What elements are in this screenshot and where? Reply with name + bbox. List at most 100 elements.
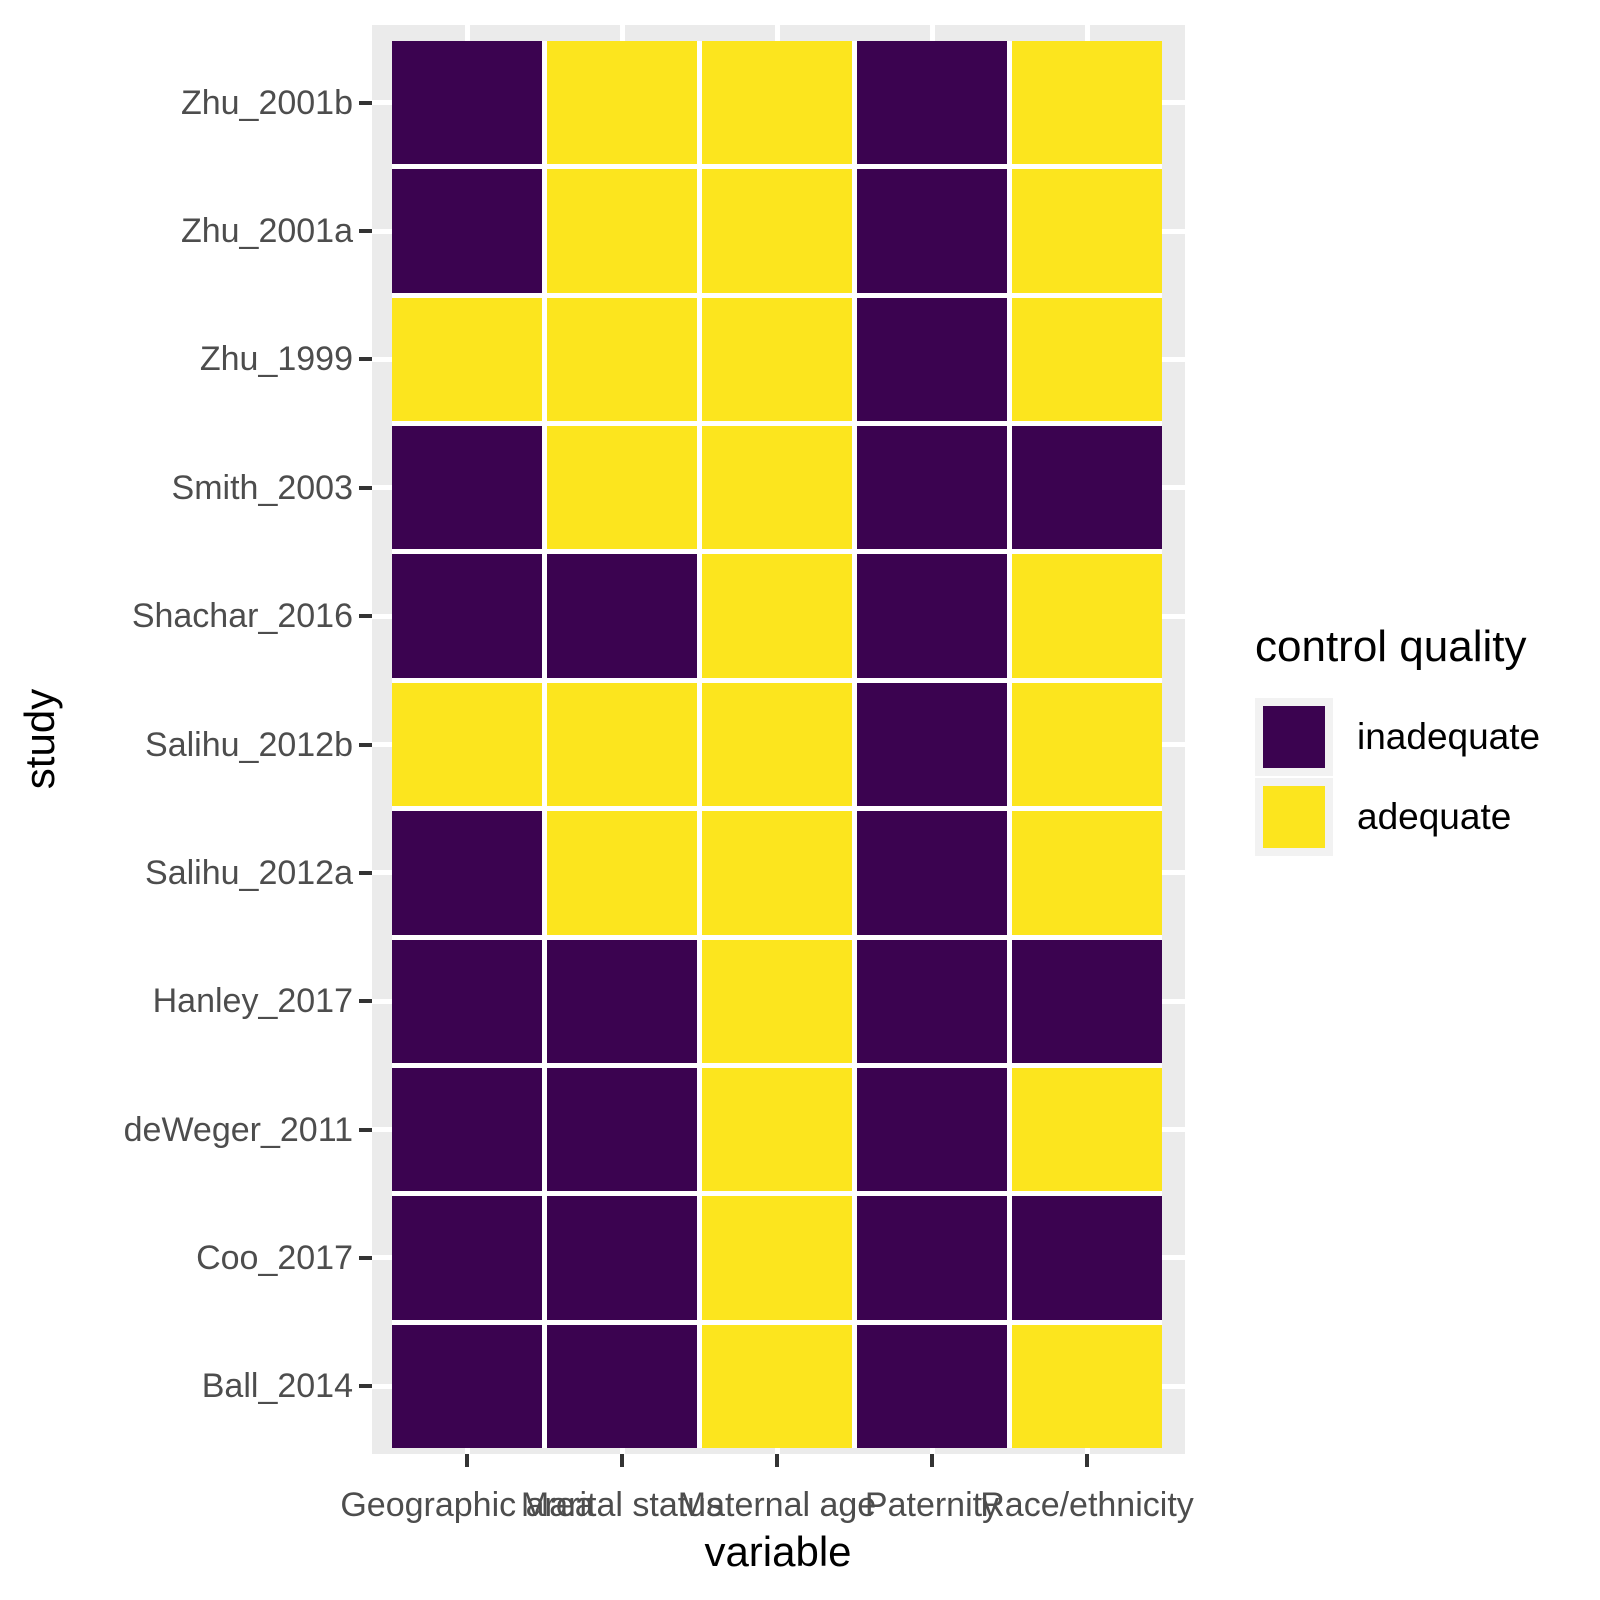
heatmap-cell-Coo_2017-Paternity [857, 1196, 1007, 1320]
y-axis-label-Shachar_2016: Shachar_2016 [131, 597, 353, 636]
y-tick [359, 357, 372, 362]
y-tick [359, 100, 372, 105]
heatmap-cell-Zhu_1999-Geographic area [392, 297, 542, 422]
y-axis-label-Ball_2014: Ball_2014 [201, 1367, 353, 1406]
heatmap-cell-deWeger_2011-Race/ethnicity [1012, 1067, 1162, 1192]
x-axis-label-Race/ethnicity: Race/ethnicity [980, 1486, 1194, 1524]
y-tick [359, 742, 372, 747]
heatmap-cell-Salihu_2012a-Paternity [857, 811, 1007, 935]
x-tick [620, 1454, 624, 1467]
heatmap-cell-Smith_2003-Maternal age [702, 426, 852, 550]
x-axis-label-Geographic area: Geographic area [340, 1486, 594, 1524]
x-tick [775, 1454, 779, 1467]
y-tick [359, 1384, 372, 1389]
y-axis-label-Zhu_2001a: Zhu_2001a [180, 212, 353, 251]
x-axis-title: variable [704, 1528, 852, 1575]
y-axis-label-Salihu_2012b: Salihu_2012b [145, 725, 353, 764]
heatmap-cell-Zhu_2001b-Geographic area [392, 41, 542, 165]
heatmap-cell-Salihu_2012b-Paternity [857, 682, 1007, 807]
y-axis-label-Salihu_2012a: Salihu_2012a [145, 853, 353, 892]
legend-key [1255, 778, 1333, 856]
x-axis-label-Maternal age: Maternal age [677, 1486, 877, 1524]
legend-swatch-inadequate [1263, 706, 1325, 768]
legend-title: control quality [1255, 622, 1527, 671]
heatmap-cell-Smith_2003-Race/ethnicity [1012, 426, 1162, 550]
heatmap-cell-Salihu_2012b-Race/ethnicity [1012, 682, 1162, 807]
heatmap-cell-Shachar_2016-Marital status [547, 554, 697, 678]
heatmap-cell-Zhu_2001a-Maternal age [702, 169, 852, 293]
heatmap-cell-Zhu_2001a-Paternity [857, 169, 1007, 293]
heatmap-cell-Hanley_2017-Marital status [547, 939, 697, 1063]
y-axis-label-Smith_2003: Smith_2003 [171, 468, 353, 507]
heatmap-grid [392, 41, 1162, 1448]
heatmap-cell-Zhu_1999-Race/ethnicity [1012, 297, 1162, 422]
heatmap-cell-Hanley_2017-Paternity [857, 939, 1007, 1063]
y-tick [359, 999, 372, 1004]
heatmap-cell-Salihu_2012a-Marital status [547, 811, 697, 935]
y-tick [359, 1255, 372, 1260]
heatmap-cell-Ball_2014-Marital status [547, 1324, 697, 1448]
heatmap-cell-Zhu_2001a-Geographic area [392, 169, 542, 293]
legend-entry-inadequate: inadequate [1255, 698, 1540, 776]
heatmap-cell-Shachar_2016-Paternity [857, 554, 1007, 678]
heatmap-cell-Coo_2017-Geographic area [392, 1196, 542, 1320]
y-tick [359, 614, 372, 619]
heatmap-cell-deWeger_2011-Paternity [857, 1067, 1007, 1192]
heatmap-cell-Zhu_2001a-Race/ethnicity [1012, 169, 1162, 293]
heatmap-cell-Salihu_2012b-Geographic area [392, 682, 542, 807]
y-axis-label-deWeger_2011: deWeger_2011 [123, 1110, 353, 1149]
heatmap-cell-Zhu_2001b-Maternal age [702, 41, 852, 165]
heatmap-cell-Zhu_2001b-Race/ethnicity [1012, 41, 1162, 165]
heatmap-cell-Salihu_2012b-Marital status [547, 682, 697, 807]
heatmap-cell-Salihu_2012a-Maternal age [702, 811, 852, 935]
heatmap-cell-Ball_2014-Race/ethnicity [1012, 1324, 1162, 1448]
heatmap-cell-Ball_2014-Maternal age [702, 1324, 852, 1448]
legend-entries: inadequate adequate [1255, 698, 1540, 856]
heatmap-cell-Shachar_2016-Geographic area [392, 554, 542, 678]
heatmap-cell-Zhu_1999-Paternity [857, 297, 1007, 422]
y-tick [359, 1127, 372, 1132]
heatmap-cell-Zhu_2001a-Marital status [547, 169, 697, 293]
x-tick [930, 1454, 934, 1467]
y-axis-label-Zhu_2001b: Zhu_2001b [180, 83, 353, 122]
heatmap-cell-deWeger_2011-Marital status [547, 1067, 697, 1192]
heatmap-cell-Zhu_1999-Marital status [547, 297, 697, 422]
legend-entry-adequate: adequate [1255, 778, 1540, 856]
heatmap-cell-Coo_2017-Marital status [547, 1196, 697, 1320]
legend: control quality inadequate adequate [1255, 622, 1540, 858]
x-tick [1085, 1454, 1089, 1467]
y-axis-label-Hanley_2017: Hanley_2017 [152, 982, 353, 1021]
heatmap-cell-Salihu_2012a-Geographic area [392, 811, 542, 935]
legend-label: adequate [1357, 796, 1512, 837]
heatmap-cell-Salihu_2012a-Race/ethnicity [1012, 811, 1162, 935]
heatmap-cell-Zhu_1999-Maternal age [702, 297, 852, 422]
heatmap-cell-deWeger_2011-Geographic area [392, 1067, 542, 1192]
heatmap-cell-Smith_2003-Geographic area [392, 426, 542, 550]
legend-label: inadequate [1357, 716, 1541, 757]
heatmap-cell-Hanley_2017-Maternal age [702, 939, 852, 1063]
heatmap-cell-Ball_2014-Paternity [857, 1324, 1007, 1448]
heatmap-cell-Shachar_2016-Maternal age [702, 554, 852, 678]
heatmap-cell-Zhu_2001b-Paternity [857, 41, 1007, 165]
y-axis-label-Coo_2017: Coo_2017 [196, 1238, 353, 1277]
heatmap-cell-Salihu_2012b-Maternal age [702, 682, 852, 807]
heatmap-cell-Shachar_2016-Race/ethnicity [1012, 554, 1162, 678]
y-axis-label-Zhu_1999: Zhu_1999 [199, 340, 353, 379]
legend-key [1255, 698, 1333, 776]
heatmap-cell-Smith_2003-Marital status [547, 426, 697, 550]
x-axis-label-Marital status: Marital status [520, 1486, 724, 1524]
heatmap-cell-Coo_2017-Maternal age [702, 1196, 852, 1320]
heatmap-cell-Hanley_2017-Race/ethnicity [1012, 939, 1162, 1063]
legend-swatch-adequate [1263, 786, 1325, 848]
y-tick [359, 229, 372, 234]
heatmap-cell-Ball_2014-Geographic area [392, 1324, 542, 1448]
x-tick [465, 1454, 469, 1467]
y-tick [359, 485, 372, 490]
x-axis-label-Paternity: Paternity [864, 1486, 1000, 1524]
heatmap-cell-Smith_2003-Paternity [857, 426, 1007, 550]
heatmap-cell-Coo_2017-Race/ethnicity [1012, 1196, 1162, 1320]
heatmap-cell-Hanley_2017-Geographic area [392, 939, 542, 1063]
heatmap-cell-deWeger_2011-Maternal age [702, 1067, 852, 1192]
heatmap-cell-Zhu_2001b-Marital status [547, 41, 697, 165]
y-tick [359, 870, 372, 875]
